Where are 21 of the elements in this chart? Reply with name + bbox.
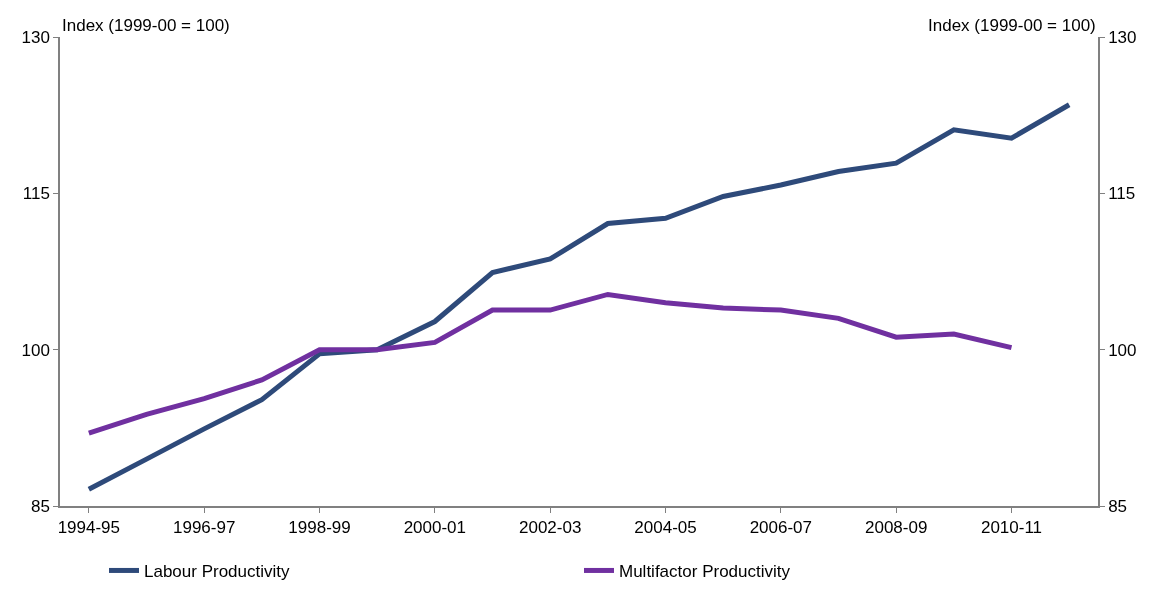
y2-tick-label: 85 <box>1108 496 1128 516</box>
y2-axis-title: Index (1999-00 = 100) <box>928 16 1096 35</box>
y-axis-title: Index (1999-00 = 100) <box>62 16 230 35</box>
legend-label: Multifactor Productivity <box>619 562 791 582</box>
y2-tick-label: 115 <box>1108 184 1136 204</box>
x-tick-label: 2002-03 <box>518 518 582 538</box>
y2-tick-label: 130 <box>1108 27 1137 47</box>
y-tick-label: 85 <box>30 496 50 516</box>
x-tick-label: 2004-05 <box>634 518 697 538</box>
x-tick-label: 2010-11 <box>980 518 1043 538</box>
y-tick-label: 115 <box>22 184 50 204</box>
y-tick-label: 100 <box>21 340 50 360</box>
x-tick-label: 2006-07 <box>749 518 813 538</box>
x-tick-label: 2008-09 <box>864 518 928 538</box>
legend-label: Labour Productivity <box>144 562 291 582</box>
y-tick-label: 130 <box>21 27 50 47</box>
x-tick-label: 2000-01 <box>403 518 467 538</box>
x-tick-label: 1996-97 <box>172 518 236 538</box>
x-tick-label: 1994-95 <box>57 518 121 538</box>
y2-tick-label: 100 <box>1108 340 1137 360</box>
x-tick-label: 1998-99 <box>288 518 351 538</box>
